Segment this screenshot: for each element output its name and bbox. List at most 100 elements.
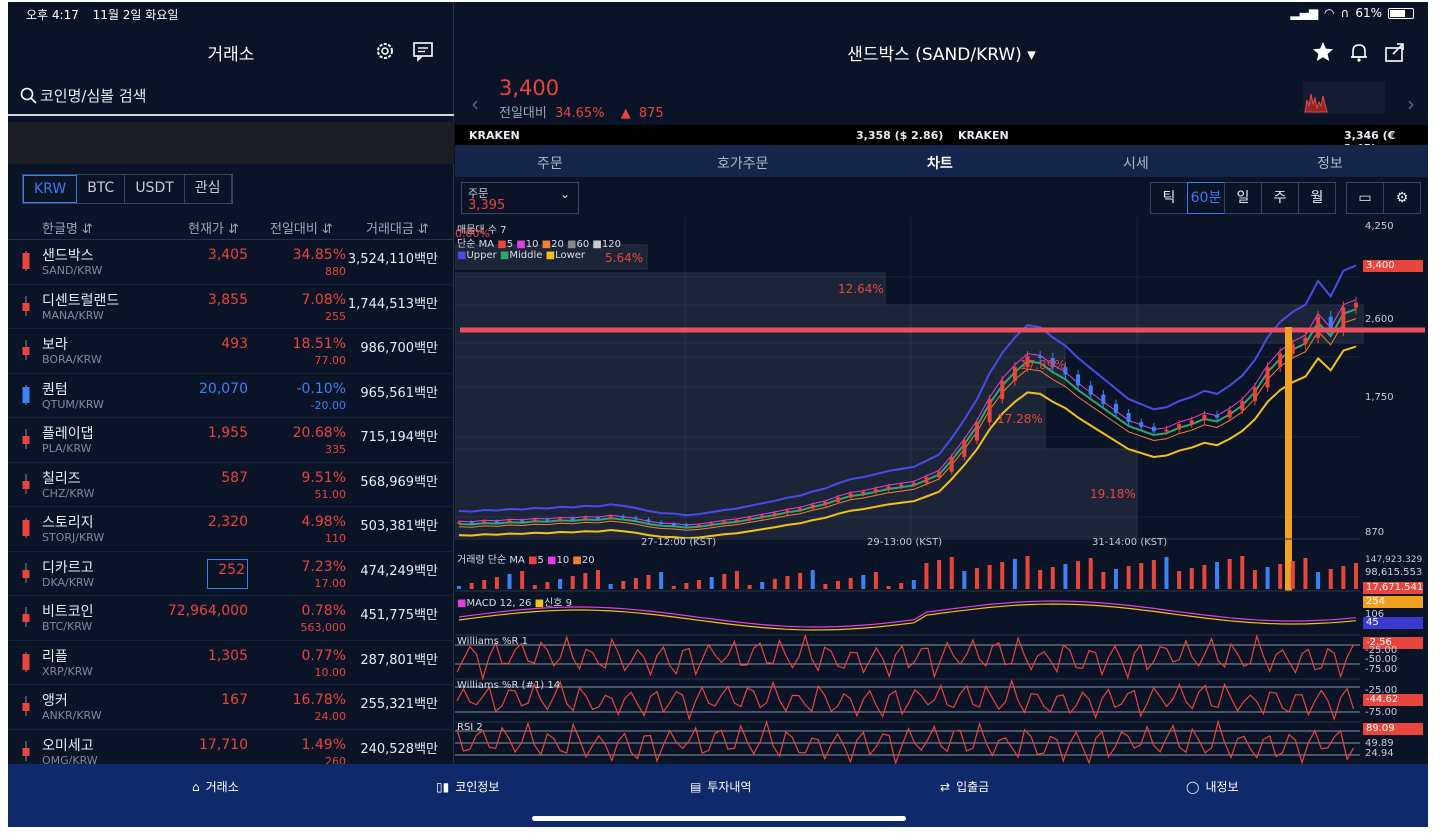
candle-body: [1076, 374, 1081, 386]
coin-change-amt: 17.00: [314, 576, 347, 590]
prev-coin-icon[interactable]: ‹: [471, 92, 479, 116]
candle-body: [1101, 394, 1106, 404]
nav-investment[interactable]: ▤ 투자내역: [690, 779, 752, 795]
coin-volume: 503,381백만: [360, 519, 438, 534]
order-select[interactable]: 주문 3,395 ⌄: [461, 182, 579, 214]
col-change-header[interactable]: 전일대비 ⇵: [270, 222, 333, 237]
coin-row[interactable]: 스토리지 STORJ/KRW 2,320 4.98% 110 503,381백만: [8, 507, 454, 552]
volume-bar: [1328, 569, 1333, 589]
candle-body: [810, 504, 815, 509]
search-bar: [8, 78, 454, 116]
coin-row[interactable]: 앵커 ANKR/KRW 167 16.78% 24.00 255,321백만: [8, 685, 454, 730]
col-volume-header[interactable]: 거래대금 ⇵: [366, 222, 429, 237]
chat-icon[interactable]: [412, 40, 434, 62]
coin-change-pct: 0.78%: [301, 603, 346, 619]
timeframe-week[interactable]: 주: [1261, 182, 1299, 214]
timeframe-month[interactable]: 월: [1298, 182, 1336, 214]
coin-change-amt: 110: [325, 532, 346, 545]
candle-body: [608, 516, 613, 519]
coin-row[interactable]: 비트코인 BTC/KRW 72,964,000 0.78% 563,000 451,775…: [8, 596, 454, 641]
headphones-icon: ∩: [1340, 6, 1350, 20]
tab-btc[interactable]: BTC: [77, 175, 126, 203]
price-chart[interactable]: 4,250 2,600 1,750 870 3,400 27-12:00 (KS…: [454, 217, 1428, 766]
timeframe-60min[interactable]: 60분: [1187, 182, 1225, 214]
mini-chart[interactable]: [1303, 82, 1385, 114]
candle-body: [633, 517, 638, 520]
nav-deposit-withdraw[interactable]: ⇄ 입출금: [940, 779, 990, 795]
volume-bar: [1316, 572, 1321, 589]
volume-bar: [734, 571, 739, 589]
coin-row[interactable]: 퀀텀 QTUM/KRW 20,070 -0.10% -20.00 965,561백만: [8, 374, 454, 418]
profile-pct-label: 17.89%: [1020, 358, 1066, 372]
volume-bar: [911, 580, 916, 589]
candle-body: [1354, 302, 1358, 308]
coin-row[interactable]: 샌드박스 SAND/KRW 3,405 34.85% 880 3,524,110백만: [8, 240, 454, 285]
volume-bar: [823, 584, 828, 589]
coin-title[interactable]: 샌드박스 (SAND/KRW) ▾: [847, 45, 1036, 65]
tab-usdt[interactable]: USDT: [125, 175, 185, 203]
tab-chart[interactable]: 차트: [927, 156, 953, 172]
chart-settings-icon[interactable]: ⚙: [1383, 182, 1421, 214]
nav-exchange[interactable]: ⌂ 거래소: [192, 779, 239, 795]
timeframe-tick[interactable]: 틱: [1150, 182, 1188, 214]
up-triangle-icon: ▲: [620, 106, 631, 121]
coin-change-amt: 51.00: [314, 487, 347, 501]
bell-icon[interactable]: [1347, 40, 1371, 64]
volume-bar: [1101, 572, 1106, 589]
timeframe-day[interactable]: 일: [1224, 182, 1262, 214]
tab-market-price[interactable]: 시세: [1123, 156, 1149, 172]
coin-row[interactable]: 리플 XRP/KRW 1,305 0.77% 10.00 287,801백만: [8, 641, 454, 685]
candle-body: [1252, 387, 1257, 402]
last-price-tag: 3,400: [1363, 260, 1423, 272]
coin-row[interactable]: 보라 BORA/KRW 493 18.51% 77.00 986,700백만: [8, 329, 454, 374]
coin-change-pct: 0.77%: [301, 647, 346, 664]
profile-pct-label: 17.28%: [997, 412, 1043, 426]
volume-bar: [1088, 558, 1093, 589]
volume-bar: [747, 585, 752, 589]
settings-gear-icon[interactable]: [374, 40, 396, 62]
candle-body: [545, 519, 550, 521]
macd-line: [458, 600, 1357, 628]
coin-volume: 986,700백만: [360, 341, 438, 356]
tab-krw[interactable]: KRW: [23, 175, 78, 203]
candle-body: [646, 519, 651, 523]
volume-bar: [785, 576, 790, 589]
volume-bar: [1000, 562, 1005, 589]
share-icon[interactable]: [1383, 40, 1407, 64]
star-icon[interactable]: [1311, 40, 1335, 64]
next-coin-icon[interactable]: ›: [1407, 92, 1415, 116]
coin-row[interactable]: 디센트럴랜드 MANA/KRW 3,855 7.08% 255 1,744,513백만: [8, 285, 454, 329]
candle-icon: [22, 384, 30, 405]
coin-volume: 287,801백만: [360, 652, 438, 668]
coin-change-amt: 563,000: [300, 621, 347, 634]
tab-info[interactable]: 정보: [1317, 156, 1343, 172]
candle-body: [520, 520, 525, 522]
volume-bar: [532, 585, 537, 589]
col-price-header[interactable]: 현재가 ⇵: [188, 222, 239, 237]
tab-orderbook-order[interactable]: 호가주문: [717, 156, 769, 172]
candle-body: [760, 515, 765, 518]
candle-body: [1139, 422, 1144, 427]
tab-order[interactable]: 주문: [537, 156, 563, 172]
volume-bar: [1252, 570, 1257, 589]
volume-bar: [1076, 561, 1081, 589]
volume-bar: [1164, 557, 1169, 589]
col-name-header[interactable]: 한글명 ⇵: [42, 222, 93, 237]
coin-row[interactable]: 디카르고 DKA/KRW 252 7.23% 17.00 474,249백만: [8, 552, 454, 596]
nav-my-info[interactable]: ◯ 내정보: [1186, 779, 1239, 795]
tab-favorites[interactable]: 관심: [185, 175, 232, 203]
candle-body: [684, 524, 689, 526]
search-input[interactable]: [40, 84, 420, 108]
volume-bar: [760, 582, 765, 589]
coin-name: 리플: [42, 648, 68, 665]
volume-bar: [1290, 561, 1295, 589]
candle-body: [457, 522, 461, 524]
volume-profile-label: 매물대 수 7: [457, 225, 507, 236]
coin-change-pct: 20.68%: [292, 425, 346, 441]
nav-coin-info[interactable]: ▯▮ 코인정보: [436, 779, 500, 795]
coin-row[interactable]: 칠리즈 CHZ/KRW 587 9.51% 51.00 568,969백만: [8, 463, 454, 507]
coin-change-amt: 77.00: [314, 354, 347, 367]
coin-row[interactable]: 플레이댑 PLA/KRW 1,955 20.68% 335 715,194백만: [8, 418, 454, 463]
fullscreen-icon[interactable]: ▭: [1346, 182, 1384, 214]
ad-banner[interactable]: [8, 122, 454, 164]
